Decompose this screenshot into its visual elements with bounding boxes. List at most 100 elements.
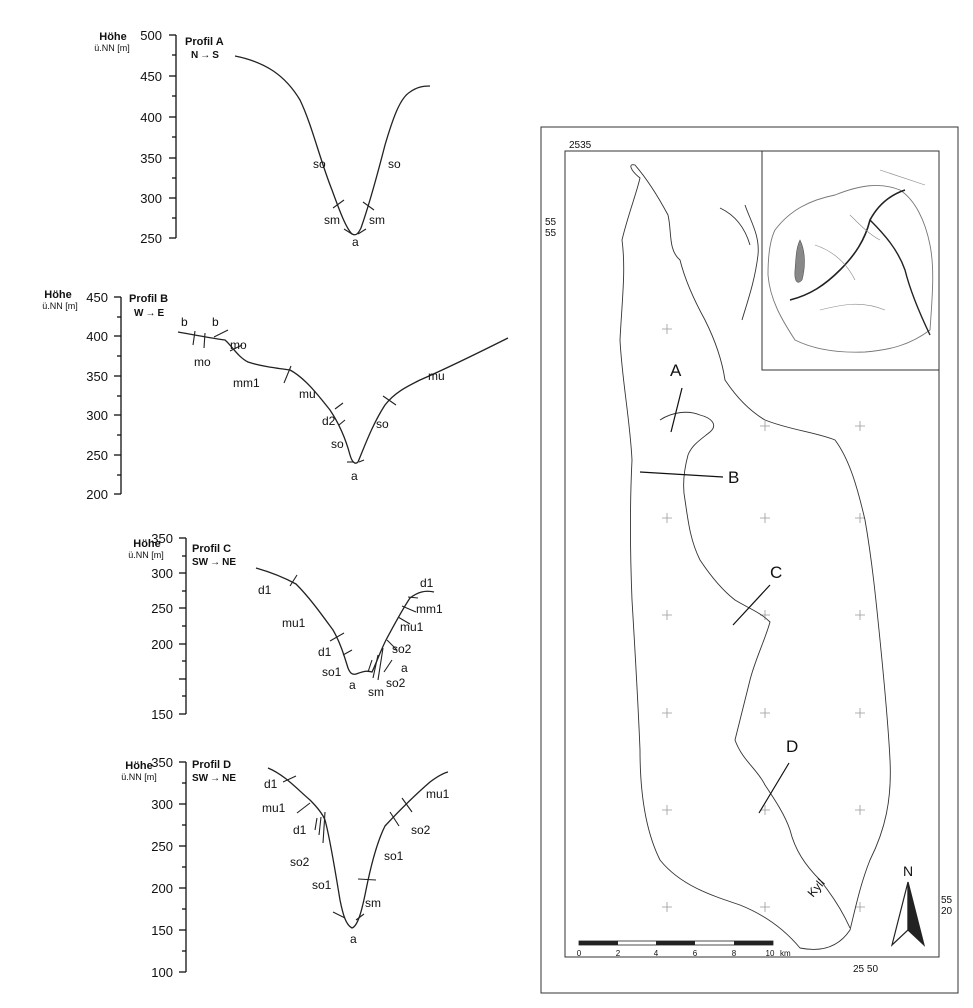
- profile-a-axis-unit: ü.NN [m]: [94, 43, 130, 53]
- profile-d-layer-label: so1: [384, 849, 404, 863]
- profile-a-tick-label: 350: [140, 151, 162, 166]
- profile-d-tick-label: 100: [151, 965, 173, 980]
- profile-d-layer-label: so2: [411, 823, 431, 837]
- profile-d-axis-heading: Höhe: [125, 760, 153, 772]
- profile-c-ticks: [179, 537, 186, 715]
- profile-a-layer-label: so: [313, 157, 326, 171]
- profile-a-tick-label: 450: [140, 69, 162, 84]
- profile-c-layer-label: so2: [386, 676, 406, 690]
- profile-d-boundary: [332, 911, 346, 919]
- map-inner-frame: [564, 150, 940, 958]
- scale-tick-label: 6: [693, 949, 698, 958]
- north-arrow: N: [890, 863, 926, 947]
- profile-b-title: Profil B: [129, 293, 168, 305]
- profile-c-layer-label: d1: [318, 645, 332, 659]
- map-section-label: C: [770, 563, 782, 582]
- profile-c-title: Profil C: [192, 543, 231, 555]
- profile-a-title: Profil A: [185, 36, 224, 48]
- profile-b-layer-label: mm1: [233, 376, 260, 390]
- profile-c-tick-label: 200: [151, 637, 173, 652]
- profile-b-layer-label: so: [376, 417, 389, 431]
- profile-b-tick-label: 200: [86, 487, 108, 502]
- profile-b-layer-label: mu: [428, 369, 445, 383]
- profile-b-boundary: [382, 395, 397, 406]
- profile-d-layer-label: d1: [293, 823, 307, 837]
- map-section-label: D: [786, 737, 798, 756]
- map-coord-bottom: 25 50: [853, 964, 878, 975]
- profile-d: Höhe ü.NN [m] 350 300 250 200 150 100 Pr…: [121, 755, 449, 980]
- profile-a-direction: N → S: [191, 50, 219, 61]
- profile-d-layer-label: d1: [264, 777, 278, 791]
- profile-d-boundary: [296, 802, 311, 814]
- profile-c-layer-label: a: [401, 661, 408, 675]
- map-outer-frame: [540, 126, 959, 994]
- profile-a-boundary: [362, 201, 375, 211]
- map-coord-right-top: 55: [941, 895, 953, 906]
- map-section-label: A: [670, 361, 682, 380]
- profile-d-direction: SW → NE: [192, 773, 236, 784]
- scale-tick-label: 8: [732, 949, 737, 958]
- profile-b-tick-label: 300: [86, 408, 108, 423]
- profile-a-line: [234, 55, 431, 236]
- profile-a-ticks: [169, 34, 176, 239]
- profile-b-axis-unit: ü.NN [m]: [42, 301, 78, 311]
- profile-b-ticks: [114, 296, 121, 495]
- profile-c-boundary: [342, 649, 353, 656]
- profile-c-boundary: [407, 596, 419, 599]
- profile-c-layer-label: mu1: [400, 620, 424, 634]
- profile-d-boundary: [318, 816, 322, 836]
- profile-b-boundary: [283, 365, 292, 384]
- inset-border: [869, 219, 931, 336]
- scale-tick-label: 0: [577, 949, 582, 958]
- profile-c-layer-label: sm: [368, 685, 384, 699]
- profile-a-layer-label: sm: [324, 213, 340, 227]
- profile-a-layer-label: a: [352, 235, 359, 249]
- profile-d-boundary: [389, 811, 400, 827]
- map-section-c: [732, 584, 771, 626]
- profile-d-tick-label: 300: [151, 797, 173, 812]
- profile-b-boundary: [338, 419, 346, 426]
- profile-c-boundary: [401, 605, 417, 613]
- profile-a-axis-heading: Höhe: [99, 31, 127, 43]
- profile-d-layer-label: so2: [290, 855, 310, 869]
- inset-streams: [814, 169, 926, 311]
- profile-d-boundary: [357, 878, 377, 881]
- profile-c-direction: SW → NE: [192, 557, 236, 568]
- location-map: 2535 55 55 55 20 25 50 A B C D Kyll: [540, 126, 959, 994]
- profile-b-boundary: [213, 329, 229, 338]
- profile-b-boundary: [229, 344, 243, 352]
- profile-a-boundary: [332, 199, 345, 209]
- profile-d-boundary: [322, 811, 326, 844]
- profile-a-tick-label: 500: [140, 28, 162, 43]
- profile-b-line: [177, 331, 509, 464]
- profile-b-tick-label: 400: [86, 329, 108, 344]
- map-section-b: [639, 471, 724, 478]
- profile-c-tick-label: 250: [151, 601, 173, 616]
- map-coord-top: 2535: [569, 140, 592, 151]
- scale-unit: km: [780, 949, 791, 958]
- profile-c-axis-heading: Höhe: [133, 538, 161, 550]
- profile-b-tick-label: 350: [86, 369, 108, 384]
- profile-c-layer-label: d1: [258, 583, 272, 597]
- north-label: N: [903, 863, 913, 879]
- profile-c-layer-label: mm1: [416, 602, 443, 616]
- profile-a-boundary: [357, 228, 367, 235]
- profile-a-layer-label: sm: [369, 213, 385, 227]
- profile-b: Höhe ü.NN [m] 450 400 350 300 250 200 Pr…: [42, 289, 509, 502]
- inset-map: [761, 150, 940, 371]
- profile-b-axis-heading: Höhe: [44, 289, 72, 301]
- scale-tick-label: 2: [616, 949, 621, 958]
- profile-a-boundary: [343, 228, 353, 235]
- profile-c-tick-label: 300: [151, 566, 173, 581]
- profile-c-boundary: [383, 659, 393, 673]
- profile-d-boundary: [401, 797, 413, 813]
- map-coord-left-bottom: 55: [545, 228, 557, 239]
- profile-d-boundary: [314, 817, 318, 831]
- profile-b-layer-label: mo: [194, 355, 211, 369]
- profile-b-layer-label: mo: [230, 338, 247, 352]
- profile-c-layer-label: so2: [392, 642, 412, 656]
- map-coord-left-top: 55: [545, 217, 557, 228]
- profile-c-tick-label: 350: [151, 531, 173, 546]
- profile-c-boundary: [377, 647, 384, 681]
- map-river-label: Kyll: [805, 876, 828, 900]
